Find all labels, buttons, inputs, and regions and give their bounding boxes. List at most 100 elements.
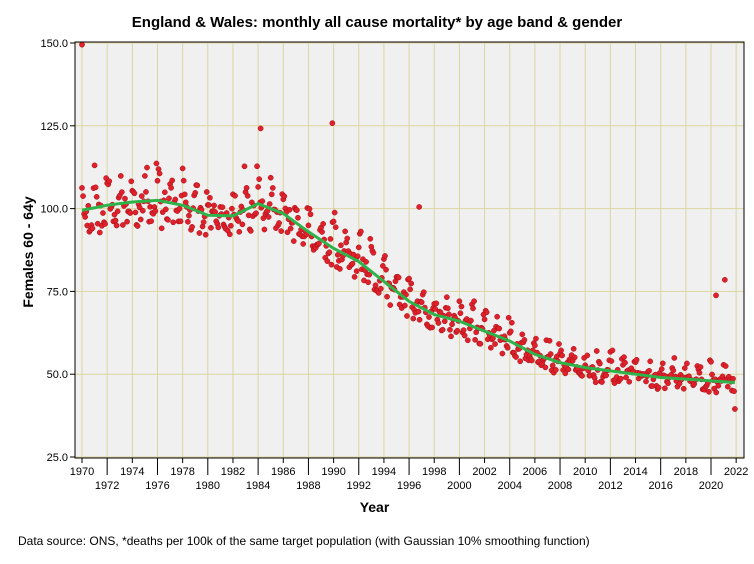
data-point bbox=[106, 178, 113, 185]
data-point bbox=[481, 316, 488, 323]
data-point bbox=[241, 163, 248, 170]
data-point bbox=[127, 210, 134, 216]
data-point bbox=[153, 160, 160, 167]
y-tick-label: 50.0 bbox=[47, 369, 68, 381]
data-point bbox=[179, 165, 186, 172]
data-point bbox=[681, 365, 688, 371]
data-point bbox=[256, 176, 263, 182]
data-point bbox=[488, 344, 494, 351]
data-point bbox=[571, 354, 578, 361]
x-tick-label: 2006 bbox=[523, 466, 547, 478]
data-point bbox=[439, 326, 446, 333]
data-point bbox=[420, 289, 427, 296]
data-point bbox=[236, 228, 243, 235]
data-point bbox=[556, 341, 562, 347]
data-point bbox=[570, 345, 577, 352]
data-point bbox=[148, 218, 155, 225]
data-point bbox=[112, 217, 119, 224]
data-point bbox=[708, 358, 714, 365]
data-point bbox=[82, 214, 88, 220]
data-point bbox=[445, 305, 451, 312]
data-point bbox=[211, 202, 217, 209]
data-point bbox=[552, 367, 559, 373]
data-point bbox=[370, 249, 377, 256]
data-point bbox=[372, 282, 379, 289]
data-point bbox=[533, 335, 539, 342]
data-point bbox=[142, 173, 148, 179]
data-point bbox=[351, 274, 358, 280]
data-point bbox=[320, 221, 326, 227]
data-point bbox=[565, 366, 572, 373]
data-point bbox=[287, 225, 294, 232]
x-tick-label: 1992 bbox=[347, 480, 371, 492]
data-point bbox=[426, 314, 432, 320]
data-point bbox=[89, 225, 96, 232]
data-point bbox=[203, 189, 210, 195]
data-point bbox=[671, 355, 678, 361]
data-point bbox=[344, 235, 351, 242]
smoothing-line bbox=[81, 198, 736, 384]
data-point bbox=[513, 354, 519, 360]
data-point bbox=[418, 299, 425, 306]
x-tick-label: 1986 bbox=[271, 466, 295, 478]
data-point bbox=[124, 218, 130, 225]
data-point bbox=[665, 380, 671, 387]
data-point bbox=[458, 303, 465, 310]
data-point bbox=[196, 230, 203, 236]
data-point bbox=[330, 218, 337, 225]
x-tick-label: 2002 bbox=[472, 466, 496, 478]
data-point bbox=[662, 385, 668, 392]
data-point bbox=[633, 356, 640, 363]
data-point bbox=[472, 336, 478, 343]
data-point bbox=[449, 321, 455, 328]
data-point bbox=[235, 218, 242, 224]
data-point bbox=[137, 216, 144, 223]
data-point bbox=[327, 236, 334, 242]
data-point bbox=[269, 185, 276, 191]
x-tick-label: 1974 bbox=[120, 466, 144, 478]
data-point bbox=[152, 208, 159, 214]
data-point bbox=[91, 162, 98, 169]
x-tick-label: 1998 bbox=[422, 466, 446, 478]
data-point bbox=[659, 360, 666, 367]
data-point bbox=[499, 350, 506, 357]
data-point bbox=[696, 369, 703, 376]
data-point bbox=[382, 253, 388, 259]
data-point bbox=[655, 384, 662, 391]
data-point bbox=[623, 374, 629, 381]
data-point bbox=[617, 375, 624, 382]
data-point bbox=[332, 224, 339, 231]
data-point bbox=[709, 371, 715, 378]
data-point bbox=[658, 366, 665, 372]
data-point bbox=[170, 219, 177, 226]
data-point bbox=[684, 360, 690, 367]
data-point bbox=[483, 309, 490, 316]
x-tick-label: 2014 bbox=[623, 466, 647, 478]
data-point bbox=[559, 352, 565, 359]
data-point bbox=[144, 164, 150, 171]
x-tick-label: 2000 bbox=[447, 480, 471, 492]
data-point bbox=[118, 189, 125, 195]
data-point bbox=[408, 280, 415, 287]
data-point bbox=[128, 178, 135, 185]
data-point bbox=[165, 216, 171, 223]
data-point bbox=[281, 193, 288, 200]
data-point bbox=[433, 300, 440, 307]
data-point bbox=[306, 206, 313, 212]
data-point bbox=[608, 358, 615, 364]
data-point bbox=[584, 352, 591, 359]
y-tick-label: 75.0 bbox=[47, 286, 68, 298]
data-point bbox=[349, 260, 356, 267]
data-point bbox=[205, 202, 212, 208]
data-point bbox=[139, 207, 146, 214]
data-point bbox=[134, 223, 141, 229]
data-point bbox=[200, 219, 207, 225]
data-point bbox=[504, 344, 511, 351]
data-point bbox=[713, 389, 720, 396]
data-point bbox=[267, 174, 274, 181]
data-point bbox=[706, 388, 712, 395]
data-point bbox=[731, 388, 737, 395]
data-point bbox=[120, 222, 126, 228]
data-point bbox=[208, 224, 214, 231]
